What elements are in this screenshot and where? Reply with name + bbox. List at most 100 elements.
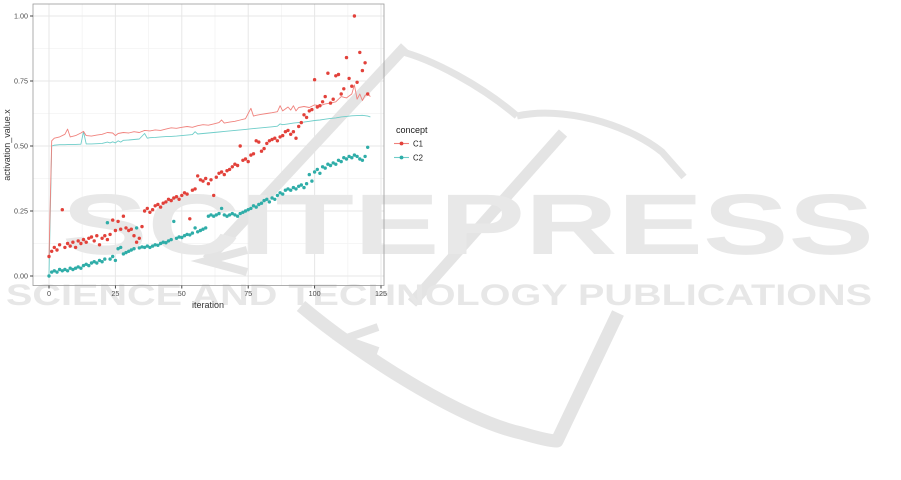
- data-point: [358, 50, 362, 55]
- data-point: [278, 135, 282, 139]
- data-point: [150, 208, 155, 212]
- data-point: [334, 74, 338, 78]
- data-point: [249, 206, 253, 211]
- data-point: [50, 270, 54, 274]
- data-point: [148, 245, 152, 250]
- y-tick-label: 0.00: [14, 272, 28, 281]
- data-point: [47, 274, 51, 278]
- y-tick-label: 0.25: [14, 207, 28, 216]
- data-point: [185, 192, 189, 196]
- data-point: [81, 237, 86, 242]
- data-point: [233, 162, 237, 166]
- data-point: [185, 232, 189, 237]
- data-point: [140, 224, 144, 229]
- data-point: [273, 197, 277, 201]
- data-point: [180, 193, 184, 198]
- data-point: [326, 162, 330, 166]
- data-point: [193, 187, 197, 191]
- data-point: [222, 172, 226, 177]
- data-point: [222, 213, 226, 217]
- data-point: [366, 92, 370, 96]
- data-point: [60, 208, 64, 212]
- data-point: [156, 243, 160, 247]
- data-point: [267, 139, 272, 143]
- data-point: [196, 230, 200, 234]
- data-point: [225, 214, 229, 218]
- data-point: [251, 152, 256, 156]
- data-point: [100, 236, 104, 240]
- data-point: [267, 200, 272, 204]
- series-points-c2: [47, 145, 370, 278]
- data-point: [355, 154, 359, 159]
- data-point: [294, 136, 298, 140]
- data-point: [134, 240, 139, 244]
- data-point: [50, 249, 54, 253]
- data-point: [254, 139, 258, 143]
- data-point: [360, 68, 365, 73]
- data-point: [137, 246, 141, 250]
- data-point: [105, 221, 110, 225]
- data-point: [326, 71, 330, 75]
- data-point: [347, 154, 351, 159]
- data-point: [198, 178, 203, 182]
- data-point: [145, 244, 149, 248]
- data-point: [350, 156, 354, 160]
- data-point: [344, 55, 349, 60]
- data-point: [145, 206, 149, 211]
- series-line-c1: [48, 84, 371, 258]
- data-point: [55, 248, 59, 252]
- data-point: [350, 84, 354, 88]
- data-point: [172, 219, 176, 224]
- data-point: [65, 241, 70, 246]
- data-point: [291, 130, 296, 134]
- data-point: [201, 179, 205, 183]
- watermark-chevron-left-icon: [190, 246, 249, 276]
- y-axis-title: activation_value.x: [2, 109, 12, 181]
- data-point: [265, 197, 269, 201]
- data-point: [214, 213, 218, 217]
- data-point: [331, 97, 335, 101]
- data-point: [233, 213, 237, 217]
- data-point: [169, 198, 173, 203]
- x-tick-label: 50: [178, 289, 186, 298]
- data-point: [182, 191, 187, 195]
- data-point: [73, 266, 78, 270]
- data-point: [227, 167, 232, 172]
- data-point: [105, 237, 110, 242]
- data-point: [188, 233, 192, 237]
- data-point: [310, 107, 314, 112]
- data-point: [225, 169, 229, 173]
- data-point: [60, 269, 64, 273]
- data-point: [209, 213, 213, 217]
- data-point: [304, 182, 309, 186]
- data-point: [227, 213, 232, 217]
- data-point: [347, 76, 351, 81]
- data-point: [262, 198, 266, 203]
- data-point: [238, 211, 242, 216]
- data-point: [89, 235, 94, 239]
- data-point: [241, 158, 245, 162]
- data-point: [84, 262, 88, 266]
- x-axis-title: iteration: [192, 300, 224, 310]
- data-point: [315, 167, 319, 172]
- data-point: [127, 249, 131, 253]
- data-point: [129, 227, 133, 231]
- data-point: [262, 146, 266, 151]
- data-point: [358, 157, 362, 161]
- data-point: [177, 235, 181, 239]
- data-point: [132, 247, 136, 251]
- legend: concept C1 C2: [394, 125, 428, 162]
- data-point: [320, 100, 325, 104]
- data-point: [92, 260, 96, 264]
- data-point: [47, 254, 51, 259]
- data-point: [204, 226, 208, 230]
- data-point: [100, 260, 104, 264]
- series-points-c1: [47, 14, 370, 259]
- data-point: [87, 236, 91, 240]
- data-point: [352, 14, 357, 18]
- data-point: [177, 197, 181, 201]
- data-point: [286, 187, 290, 191]
- data-point: [283, 188, 288, 192]
- data-point: [246, 159, 250, 164]
- data-point: [315, 105, 319, 109]
